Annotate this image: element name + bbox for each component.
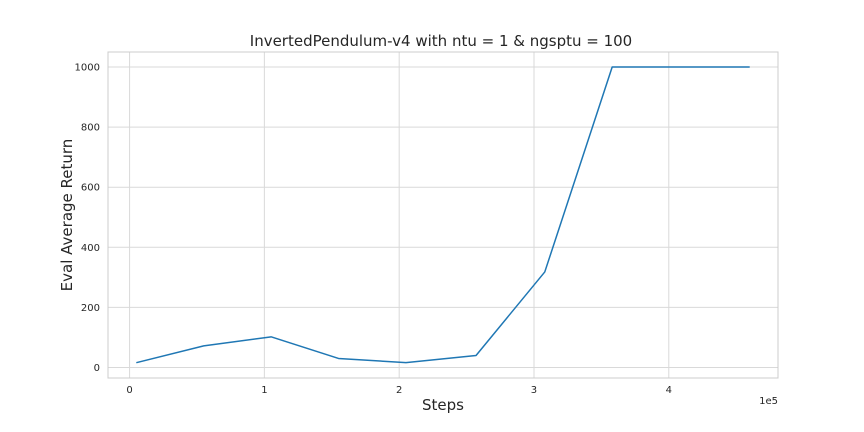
tick-labels: 0 1 2 3 4 0 200 400 600 800 1000 [75,63,672,396]
y-tick-label: 800 [81,123,100,134]
y-tick-label: 400 [81,243,100,254]
y-tick-label: 200 [81,303,100,314]
series-layer [136,66,750,364]
x-tick-label: 4 [666,385,672,396]
y-tick-label: 1000 [75,63,100,74]
x-tick-label: 1 [261,385,267,396]
y-tick-label: 600 [81,183,100,194]
x-tick-label: 3 [531,385,537,396]
x-axis-label: Steps [422,396,464,414]
x-tick-label: 0 [126,385,132,396]
plot-area-frame [107,51,779,379]
x-axis-offset-label: 1e5 [759,396,778,407]
x-tick-label: 2 [396,385,402,396]
y-axis-label: Eval Average Return [58,139,76,292]
y-tick-label: 0 [94,363,100,374]
chart-title: InvertedPendulum-v4 with ntu = 1 & ngspt… [250,32,632,50]
series-line [136,66,750,364]
